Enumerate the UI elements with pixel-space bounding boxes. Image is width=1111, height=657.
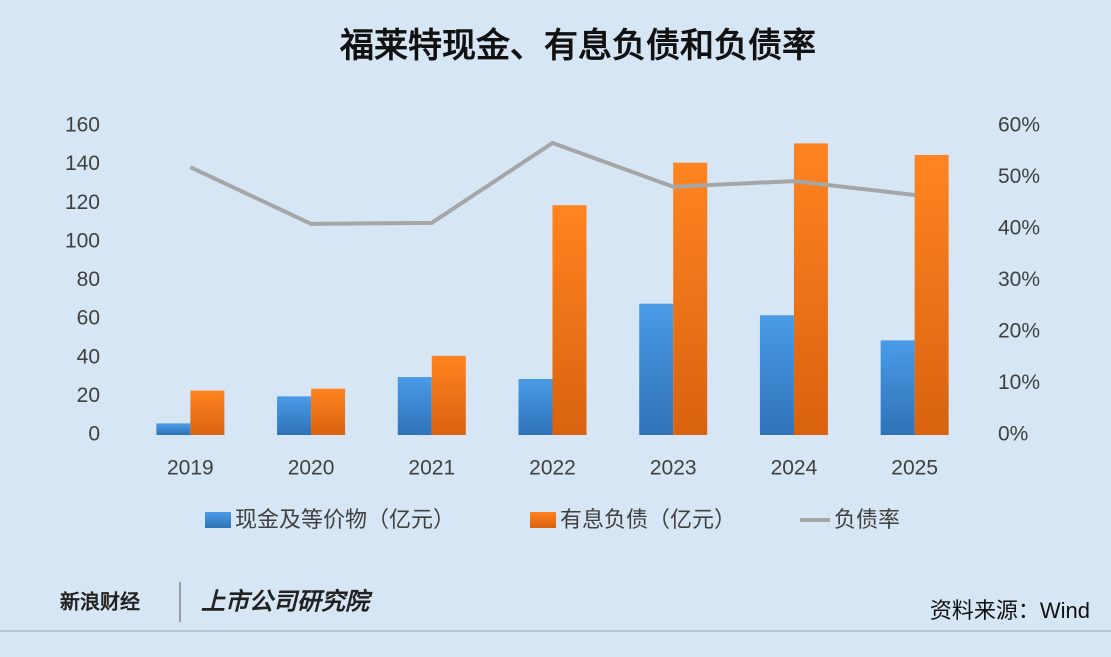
legend-label: 负债率 — [834, 507, 900, 532]
legend-label: 有息负债（亿元） — [560, 507, 736, 532]
bar — [311, 388, 346, 435]
x-tick-label: 2024 — [771, 457, 818, 480]
y2-tick-label: 50% — [998, 165, 1040, 188]
y-tick-label: 160 — [65, 114, 100, 137]
bar — [639, 303, 674, 435]
bar — [277, 396, 312, 435]
bar — [552, 205, 587, 435]
y2-tick-label: 40% — [998, 217, 1040, 240]
legend-swatch — [205, 512, 231, 528]
x-tick-label: 2023 — [650, 457, 697, 480]
y-tick-label: 40 — [77, 345, 100, 368]
legend-swatch — [530, 512, 556, 528]
bar — [914, 154, 949, 435]
y-tick-label: 20 — [77, 384, 100, 407]
y-tick-label: 0 — [88, 423, 100, 446]
x-tick-label: 2021 — [408, 457, 455, 480]
x-tick-label: 2019 — [167, 457, 214, 480]
bar — [759, 315, 794, 435]
x-tick-label: 2020 — [288, 457, 335, 480]
logo-right: 上市公司研究院 — [201, 588, 373, 615]
bar — [518, 378, 553, 435]
x-tick-label: 2025 — [891, 457, 938, 480]
bar — [190, 390, 225, 435]
y-tick-label: 140 — [65, 152, 100, 175]
bar — [673, 162, 708, 435]
chart-title: 福莱特现金、有息负债和负债率 — [339, 26, 816, 65]
bar — [880, 340, 915, 435]
y-tick-label: 80 — [77, 268, 100, 291]
bar — [431, 355, 466, 435]
y-tick-label: 120 — [65, 191, 100, 214]
legend-label: 现金及等价物（亿元） — [235, 507, 455, 532]
bar — [397, 377, 432, 435]
bar — [156, 423, 191, 435]
y2-tick-label: 0% — [998, 423, 1028, 446]
y-tick-label: 100 — [65, 229, 100, 252]
y2-tick-label: 60% — [998, 114, 1040, 137]
bar — [793, 143, 828, 435]
source-note: 资料来源：Wind — [930, 598, 1090, 623]
line — [189, 140, 915, 226]
logo-left: 新浪财经 — [60, 589, 140, 613]
y2-tick-label: 20% — [998, 320, 1040, 343]
y-tick-label: 60 — [77, 307, 100, 330]
y2-tick-label: 10% — [998, 371, 1040, 394]
x-tick-label: 2022 — [529, 457, 576, 480]
y2-tick-label: 30% — [998, 268, 1040, 291]
